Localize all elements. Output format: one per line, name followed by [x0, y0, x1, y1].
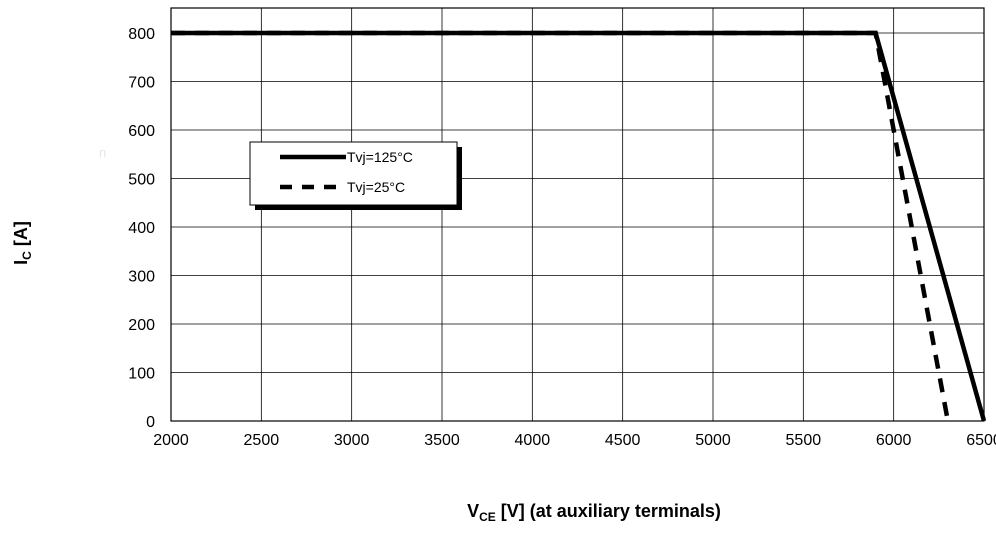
- x-tick-label: 2000: [153, 432, 189, 449]
- y-tick-label: 300: [128, 269, 155, 286]
- stray-mark: n: [99, 145, 106, 160]
- y-tick-label: 0: [146, 414, 155, 431]
- y-tick-labels: 0 100 200 300 400 500 600 700 800: [128, 26, 155, 431]
- y-axis-title-unit: [A]: [11, 221, 31, 251]
- x-tick-label: 4000: [515, 432, 551, 449]
- series-layer: [171, 30, 987, 422]
- x-tick-label: 4500: [605, 432, 641, 449]
- y-axis-title-main: I: [11, 260, 31, 265]
- y-tick-label: 500: [128, 172, 155, 189]
- y-tick-label: 600: [128, 123, 155, 140]
- x-tick-label: 3500: [424, 432, 460, 449]
- x-axis-title-main: V: [467, 501, 479, 521]
- series-line-tvj-125: [171, 30, 987, 422]
- plot-area-frame: [170, 7, 985, 422]
- legend-label-25: Tvj=25°C: [347, 179, 405, 195]
- x-axis-title-sub: CE: [479, 510, 496, 524]
- x-tick-label: 2500: [244, 432, 280, 449]
- legend-box: [249, 141, 458, 206]
- y-tick-label: 800: [128, 26, 155, 43]
- y-tick-label: 100: [128, 366, 155, 383]
- x-axis-title: VCE [V] (at auxiliary terminals): [467, 501, 721, 524]
- grid: [171, 8, 984, 421]
- x-tick-label: 5500: [786, 432, 822, 449]
- x-tick-label: 3000: [334, 432, 370, 449]
- x-tick-label: 6000: [876, 432, 912, 449]
- y-axis-title: IC [A]: [11, 221, 34, 265]
- x-axis-title-unit: [V] (at auxiliary terminals): [496, 501, 721, 521]
- y-axis-title-sub: C: [20, 251, 34, 260]
- y-tick-label: 200: [128, 317, 155, 334]
- y-tick-label: 700: [128, 75, 155, 92]
- legend: Tvj=125°C Tvj=25°C: [249, 141, 462, 210]
- legend-label-125: Tvj=125°C: [347, 149, 413, 165]
- y-tick-label: 400: [128, 220, 155, 237]
- x-tick-label: 5000: [695, 432, 731, 449]
